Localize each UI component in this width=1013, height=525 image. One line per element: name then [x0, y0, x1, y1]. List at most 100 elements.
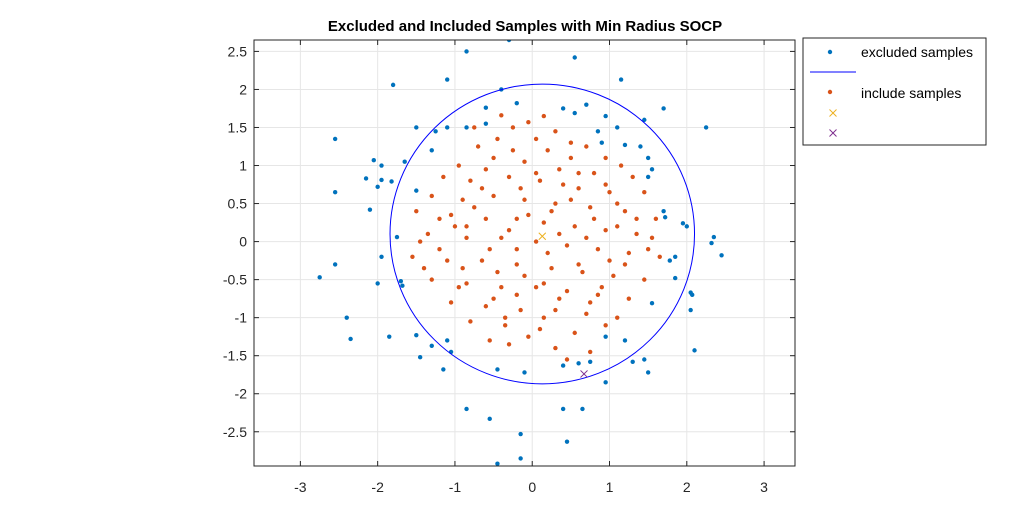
included-point: [522, 159, 527, 164]
excluded-point: [344, 315, 349, 320]
included-point: [591, 216, 597, 221]
excluded-point: [400, 283, 405, 288]
excluded-point: [688, 307, 693, 313]
included-point: [491, 155, 496, 161]
included-point: [603, 155, 608, 161]
included-point: [499, 113, 504, 118]
chart-title: Excluded and Included Samples with Min R…: [328, 18, 722, 35]
y-tick-label: -2.5: [223, 424, 247, 440]
legend-box: [802, 37, 987, 146]
excluded-point: [673, 254, 678, 260]
excluded-point: [576, 361, 581, 366]
included-point: [414, 208, 419, 214]
excluded-point: [414, 188, 419, 193]
included-point: [587, 349, 593, 355]
x-tick-label: -1: [449, 479, 462, 495]
excluded-point: [389, 179, 394, 184]
included-point: [607, 258, 612, 263]
excluded-point: [603, 380, 608, 385]
excluded-point: [390, 82, 396, 88]
included-point: [533, 285, 539, 290]
y-tick-label: 1: [239, 158, 247, 174]
excluded-point: [363, 176, 369, 181]
excluded-point: [603, 334, 608, 339]
excluded-point: [332, 189, 338, 195]
excluded-point: [690, 292, 695, 298]
excluded-point: [317, 275, 322, 280]
boundary-marker-stroke: [580, 370, 588, 378]
excluded-point: [645, 174, 651, 180]
included-point: [495, 136, 500, 142]
included-point: [537, 178, 543, 183]
excluded-point: [560, 106, 566, 111]
included-point: [483, 216, 489, 221]
x-tick-label: 0: [528, 479, 536, 495]
legend-center-x: [829, 109, 837, 117]
y-tick-label: 0.5: [228, 196, 248, 212]
included-point: [657, 254, 662, 260]
excluded-point: [445, 77, 450, 82]
excluded-point: [506, 40, 512, 43]
excluded-point: [667, 258, 672, 263]
included-point: [560, 182, 566, 187]
excluded-point: [379, 163, 384, 168]
excluded-point: [711, 234, 717, 240]
included-point: [611, 273, 616, 279]
excluded-point: [709, 240, 714, 246]
y-tick-label: 2: [239, 81, 247, 97]
x-tick-label: -3: [294, 479, 307, 495]
excluded-point: [642, 357, 647, 362]
included-point: [603, 227, 608, 233]
legend-center-marker: [829, 109, 837, 117]
excluded-point: [379, 177, 384, 183]
included-point: [615, 201, 620, 206]
included-point: [595, 292, 601, 298]
included-point: [533, 170, 539, 176]
plot-area: [317, 40, 724, 466]
included-point: [618, 163, 624, 168]
included-point: [607, 189, 612, 195]
legend-boundary-x-stroke: [829, 129, 837, 137]
legend-included-label: include samples: [861, 85, 961, 101]
included-point: [576, 170, 581, 176]
excluded-point: [487, 416, 492, 422]
excluded-point: [441, 367, 446, 372]
included-point: [564, 357, 570, 362]
included-point: [595, 246, 601, 252]
y-tick-label: -1: [235, 310, 248, 326]
excluded-point: [649, 167, 655, 172]
excluded-point: [518, 431, 523, 437]
included-point: [553, 307, 558, 313]
included-point: [541, 220, 547, 225]
y-tick-label: 1.5: [228, 119, 248, 135]
enclosing-circle: [389, 83, 696, 385]
included-point: [622, 208, 628, 214]
included-point: [510, 148, 516, 153]
included-point: [537, 326, 543, 332]
included-point: [506, 227, 512, 233]
excluded-point: [684, 224, 689, 229]
excluded-point: [332, 136, 338, 142]
included-point: [549, 208, 554, 214]
excluded-point: [429, 343, 434, 349]
included-point: [584, 235, 589, 240]
included-point: [603, 323, 608, 328]
included-point: [468, 178, 473, 183]
included-point: [557, 167, 562, 172]
included-point: [491, 296, 496, 301]
excluded-point: [379, 254, 384, 260]
center-marker-stroke: [538, 232, 547, 241]
included-point: [541, 281, 547, 286]
excluded-point: [375, 184, 380, 190]
included-point: [615, 315, 620, 320]
axis-ticks: -3 -2 -1 0 1 2 3 2.5 2 1.5 1 0.5 0 -0.5 -1 -1.5 -2 -2.5: [223, 40, 795, 495]
y-tick-label: -1.5: [223, 348, 247, 364]
included-point: [410, 254, 415, 260]
excluded-point: [387, 334, 392, 339]
included-point: [502, 323, 508, 328]
included-point: [572, 224, 577, 229]
included-point: [541, 315, 547, 320]
included-point: [622, 262, 628, 267]
included-point: [429, 193, 434, 199]
